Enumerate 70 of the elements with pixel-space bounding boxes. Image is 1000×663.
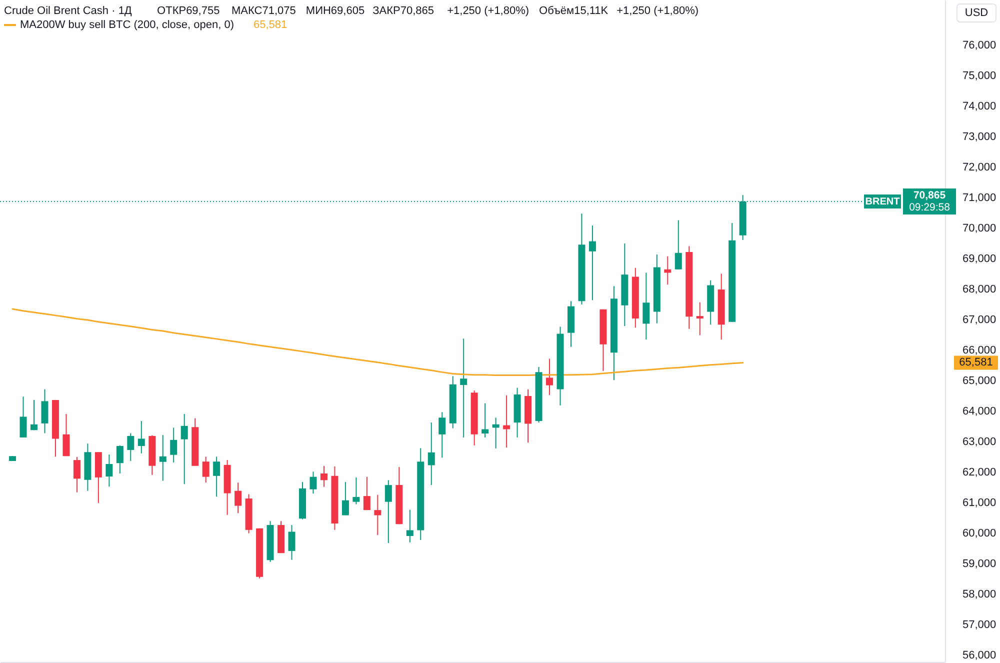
annotation: 65,581: [253, 19, 288, 31]
y-tick-label: 60,000: [962, 527, 996, 540]
y-tick-label: 75,000: [962, 70, 996, 82]
candlestick: [20, 396, 27, 438]
y-tick-label: 73,000: [962, 130, 996, 143]
candlestick: [73, 456, 80, 493]
candlestick: [320, 465, 328, 488]
annotation: МИН69,605: [306, 5, 365, 17]
candlestick: [642, 272, 650, 340]
annotation: +1,250 (+1,80%): [447, 5, 530, 17]
candlestick: [460, 338, 468, 438]
candlestick: [674, 220, 682, 270]
candlestick: [384, 480, 392, 544]
candlestick: [202, 456, 210, 484]
candlestick: [127, 432, 134, 462]
candlestick: [138, 420, 145, 454]
candlestick: [696, 302, 704, 336]
y-tick-label: 69,000: [962, 252, 996, 265]
candlestick: [588, 224, 596, 301]
y-tick-label: 57,000: [962, 618, 996, 631]
y-tick-label: 70,000: [962, 222, 996, 234]
candlestick: [342, 482, 349, 516]
candlestick: [374, 494, 382, 536]
y-tick-label: 76,000: [962, 39, 996, 52]
candlestick: [62, 413, 70, 457]
annotation: +1,250 (+1,80%): [616, 5, 699, 17]
y-axis-title: USD: [964, 7, 988, 19]
candlestick: [159, 434, 166, 482]
annotation: Объём15,11K: [539, 5, 609, 17]
candlestick: [546, 358, 554, 396]
y-tick-label: 63,000: [962, 436, 996, 448]
text: 70,865: [913, 190, 946, 202]
candlestick: [170, 427, 178, 463]
y-tick-label: 65,000: [962, 374, 996, 387]
y-tick-label: 59,000: [962, 558, 996, 570]
y-tick-label: 67,000: [962, 314, 996, 326]
y-tick-label: 72,000: [962, 161, 996, 174]
candlestick: [41, 388, 48, 434]
candlestick: [30, 399, 38, 431]
candlestick: [428, 422, 435, 486]
candlestick: [288, 524, 296, 560]
candlestick: [116, 444, 124, 474]
candlestick: [310, 471, 317, 494]
y-tick-label: 66,000: [962, 344, 996, 356]
y-tick-label: 74,000: [962, 100, 996, 112]
candlestick: [213, 456, 220, 498]
candlestick: [482, 402, 489, 438]
y-tick-label: 56,000: [962, 649, 996, 662]
y-tick-label: 64,000: [962, 405, 996, 418]
line-series: [12, 308, 744, 376]
text: 65,581: [959, 356, 993, 369]
candlestick: [363, 476, 370, 511]
candlestick: [406, 509, 414, 543]
y-tick-label: 68,000: [962, 283, 996, 296]
candlestick: [180, 413, 188, 485]
chart-title: Crude Oil Brent Cash · 1Д: [4, 5, 132, 17]
annotation: МАКС71,075: [231, 5, 296, 17]
candlestick: [352, 476, 360, 505]
candlestick: [438, 412, 446, 458]
y-tick-label: 71,000: [962, 192, 996, 204]
legend-label: MA200W buy sell BTC (200, close, open, 0): [20, 19, 234, 31]
candlestick: [234, 482, 242, 514]
annotation: ЗАКР70,865: [372, 5, 434, 17]
y-tick-label: 62,000: [962, 466, 996, 478]
annotation: ОТКР69,755: [157, 5, 220, 17]
text: 09:29:58: [909, 202, 950, 214]
ref-line-label: BRENT: [865, 196, 900, 208]
y-tick-label: 61,000: [962, 496, 996, 509]
candlestick: [106, 454, 113, 488]
y-tick-label: 58,000: [962, 588, 996, 600]
